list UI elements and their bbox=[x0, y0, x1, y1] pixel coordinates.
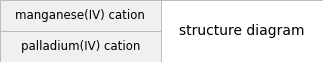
Text: palladium(IV) cation: palladium(IV) cation bbox=[21, 40, 140, 53]
Text: manganese(IV) cation: manganese(IV) cation bbox=[15, 9, 145, 22]
Text: structure diagram: structure diagram bbox=[179, 24, 305, 38]
Bar bbox=[0, 0, 161, 62]
